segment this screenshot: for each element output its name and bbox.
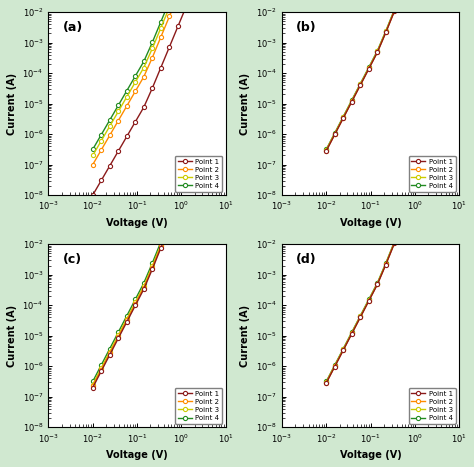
- X-axis label: Voltage (V): Voltage (V): [340, 218, 401, 228]
- X-axis label: Voltage (V): Voltage (V): [340, 450, 401, 460]
- Text: (c): (c): [63, 254, 82, 266]
- Legend: Point 1, Point 2, Point 3, Point 4: Point 1, Point 2, Point 3, Point 4: [409, 156, 456, 191]
- Y-axis label: Current (A): Current (A): [240, 72, 250, 134]
- Y-axis label: Current (A): Current (A): [7, 304, 17, 367]
- Legend: Point 1, Point 2, Point 3, Point 4: Point 1, Point 2, Point 3, Point 4: [175, 388, 222, 424]
- X-axis label: Voltage (V): Voltage (V): [106, 450, 168, 460]
- Text: (d): (d): [296, 254, 317, 266]
- Y-axis label: Current (A): Current (A): [7, 72, 17, 134]
- X-axis label: Voltage (V): Voltage (V): [106, 218, 168, 228]
- Legend: Point 1, Point 2, Point 3, Point 4: Point 1, Point 2, Point 3, Point 4: [409, 388, 456, 424]
- Legend: Point 1, Point 2, Point 3, Point 4: Point 1, Point 2, Point 3, Point 4: [175, 156, 222, 191]
- Text: (a): (a): [63, 21, 83, 34]
- Y-axis label: Current (A): Current (A): [240, 304, 250, 367]
- Text: (b): (b): [296, 21, 317, 34]
